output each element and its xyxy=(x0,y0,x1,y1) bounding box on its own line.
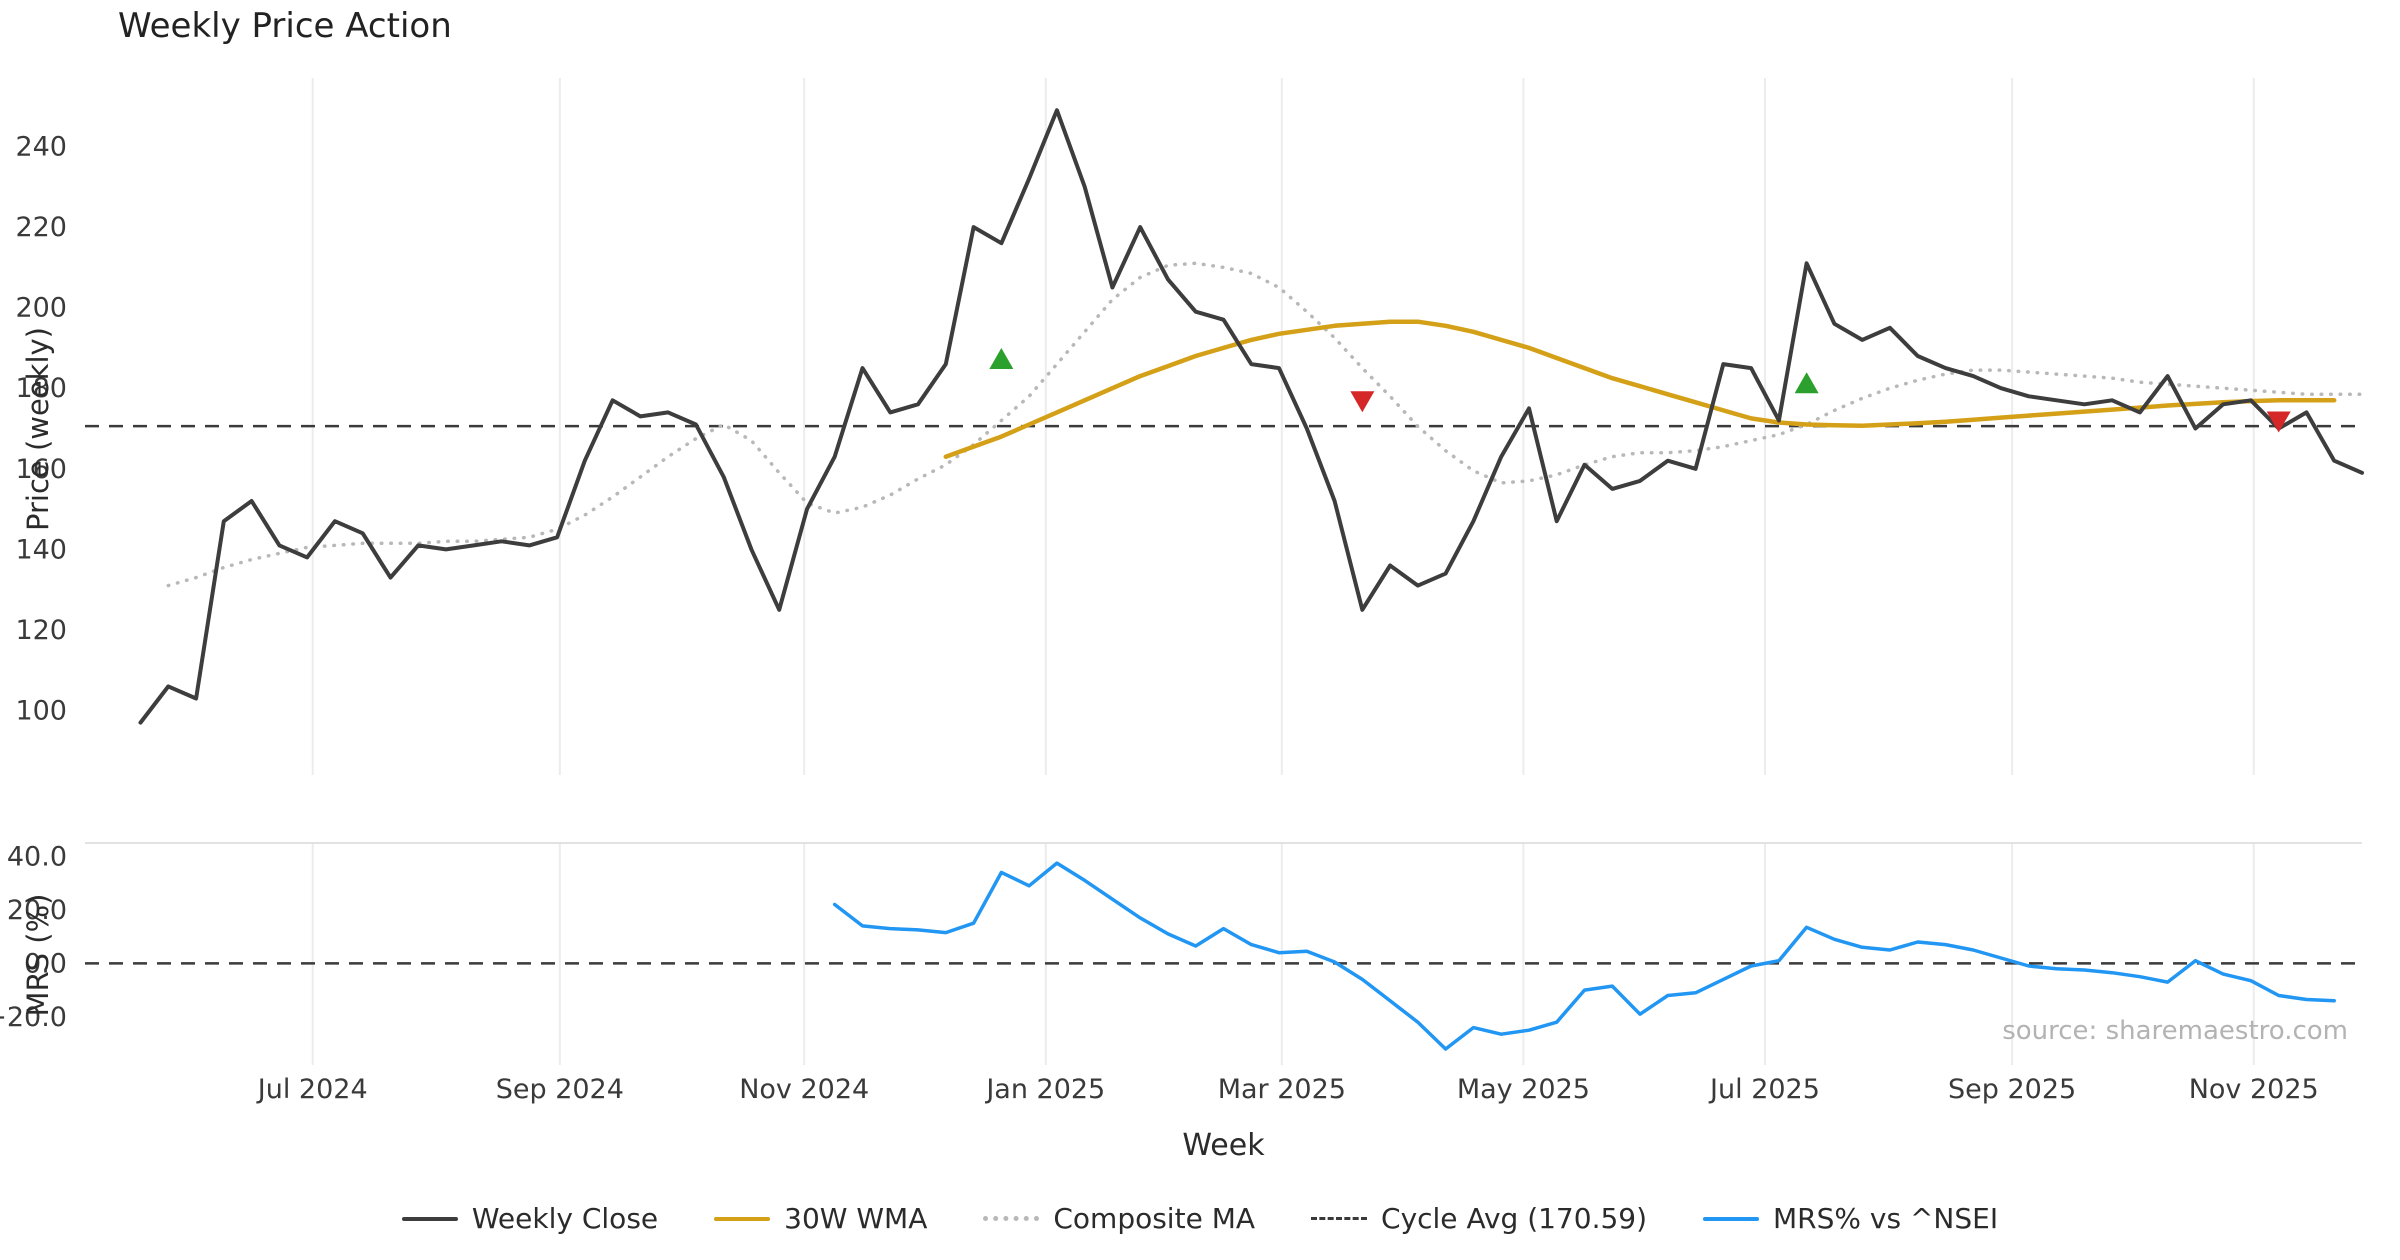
legend: Weekly Close 30W WMA Composite MA Cycle … xyxy=(0,1202,2400,1235)
y-tick-label: 140 xyxy=(15,534,67,565)
sell-signal-marker-icon xyxy=(2266,411,2291,433)
y-tick-label: 240 xyxy=(15,131,67,162)
legend-item-weekly-close: Weekly Close xyxy=(401,1202,658,1235)
x-tick-label: Jan 2025 xyxy=(984,1074,1105,1105)
legend-item-mrs: MRS% vs ^NSEI xyxy=(1703,1202,1998,1235)
mrs-axis-label: MRS (%) xyxy=(21,893,55,1017)
x-tick-label: Sep 2025 xyxy=(1948,1074,2076,1105)
chart-title: Weekly Price Action xyxy=(118,6,452,46)
buy-signal-marker-icon xyxy=(989,348,1014,370)
y-tick-label: 40.0 xyxy=(7,841,67,872)
price-axis-label: Price (weekly) xyxy=(21,327,55,532)
legend-item-cycle-avg: Cycle Avg (170.59) xyxy=(1311,1202,1647,1235)
buy-signal-marker-icon xyxy=(1794,372,1819,394)
mrs-line-sample-icon xyxy=(1703,1216,1760,1221)
y-tick-label: 160 xyxy=(15,454,67,485)
legend-item-composite-ma: Composite MA xyxy=(983,1202,1255,1235)
y-tick-label: 100 xyxy=(15,696,67,727)
x-tick-label: Sep 2024 xyxy=(496,1074,624,1105)
y-tick-label: 20.0 xyxy=(7,895,67,926)
weekly-close-line-sample-icon xyxy=(401,1216,458,1221)
wma-line-sample-icon xyxy=(714,1216,771,1221)
y-tick-label: 200 xyxy=(15,293,67,324)
composite-ma-line xyxy=(166,261,2364,588)
legend-item-30w-wma: 30W WMA xyxy=(714,1202,927,1235)
y-tick-label: 120 xyxy=(15,615,67,646)
weekly-close-line xyxy=(138,108,2364,725)
source-watermark: source: sharemaestro.com xyxy=(2002,1016,2348,1046)
x-tick-label: Jul 2025 xyxy=(1708,1074,1820,1105)
sell-signal-marker-icon xyxy=(1350,391,1375,413)
y-tick-label: 0.0 xyxy=(24,948,67,979)
y-tick-label: 220 xyxy=(15,212,67,243)
x-tick-label: Mar 2025 xyxy=(1218,1074,1346,1105)
composite-ma-line-sample-icon xyxy=(983,1216,1040,1221)
x-axis-label: Week xyxy=(1182,1128,1265,1163)
x-tick-label: Jul 2024 xyxy=(256,1074,368,1105)
30w-wma-line xyxy=(943,319,2337,459)
x-tick-label: May 2025 xyxy=(1457,1074,1590,1105)
x-tick-label: Nov 2025 xyxy=(2189,1074,2319,1105)
y-tick-label: 180 xyxy=(15,373,67,404)
mrs-vs-nsei-line xyxy=(832,861,2336,1051)
x-tick-label: Nov 2024 xyxy=(739,1074,869,1105)
y-tick-label: −20.0 xyxy=(0,1002,67,1033)
cycle-avg-line-sample-icon xyxy=(1311,1217,1368,1220)
